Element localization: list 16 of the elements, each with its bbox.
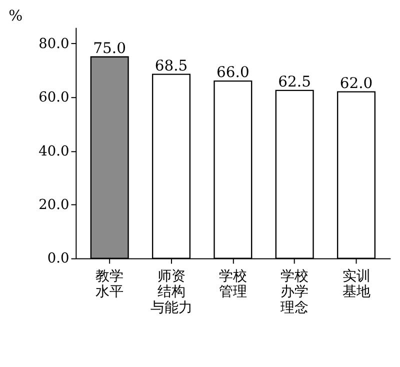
x-tick-label: 学校管理 xyxy=(218,268,247,300)
data-label: 62.0 xyxy=(340,74,373,92)
x-tick-label: 师资结构与能力 xyxy=(150,268,192,316)
y-tick-label: 80.0 xyxy=(38,36,70,52)
data-label: 62.5 xyxy=(278,74,311,91)
x-tick-label: 教学水平 xyxy=(96,268,124,300)
y-tick-label: 60.0 xyxy=(38,90,70,106)
y-axis-title: % xyxy=(8,7,23,24)
y-tick-label: 20.0 xyxy=(38,197,70,213)
data-label: 68.5 xyxy=(154,57,188,74)
x-tick-label: 实训基地 xyxy=(342,268,370,300)
y-tick-label: 40.0 xyxy=(38,143,70,160)
data-label: 75.0 xyxy=(93,40,126,57)
data-label: 66.0 xyxy=(216,64,250,82)
x-tick-label: 学校办学理念 xyxy=(280,268,309,316)
y-tick-label: 0.0 xyxy=(47,250,70,267)
